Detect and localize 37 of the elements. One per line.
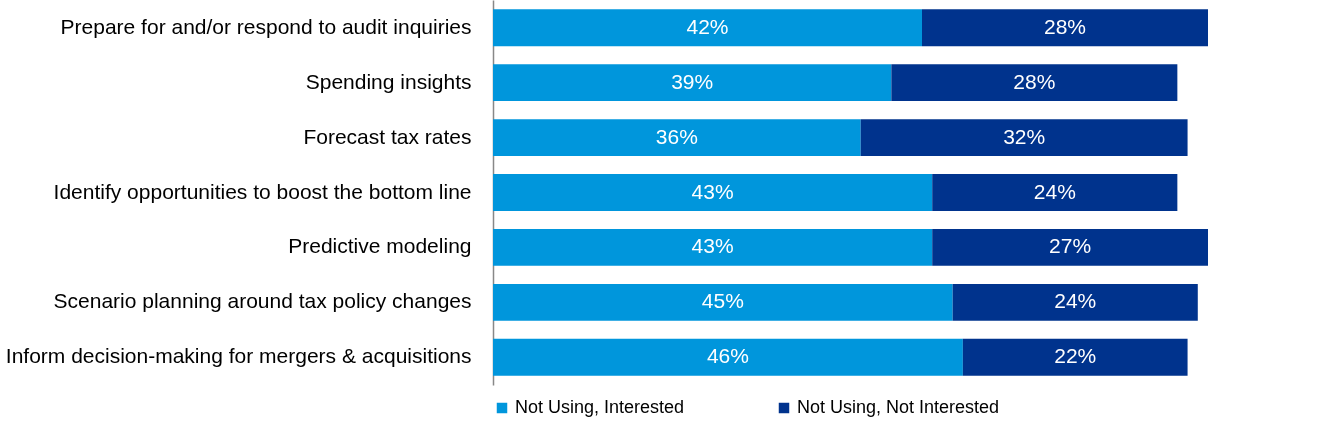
data-label: 24%	[1054, 289, 1097, 313]
bar	[932, 174, 1178, 211]
bar	[493, 64, 892, 102]
bar	[860, 119, 1188, 156]
bar	[493, 9, 922, 47]
data-label: 28%	[1043, 14, 1087, 38]
data-label: 43%	[691, 179, 734, 203]
bar	[922, 9, 1208, 47]
data-label: 43%	[691, 234, 734, 258]
data-label: 46%	[706, 344, 749, 368]
y-tick-label: Inform decision-making for mergers & acquisitions	[5, 344, 472, 368]
legend-label: Not Using, Not Interested	[797, 397, 1000, 417]
y-tick-label: Scenario planning around tax policy changes	[53, 289, 472, 313]
bar	[493, 338, 963, 376]
y-tick-label: Forecast tax rates	[303, 124, 472, 148]
bar	[493, 119, 861, 156]
y-tick-label: Spending insights	[305, 69, 472, 93]
bar	[891, 64, 1178, 102]
y-tick-label: Identify opportunities to boost the bottom line	[53, 179, 472, 203]
data-label: 42%	[686, 14, 729, 38]
bar	[493, 229, 933, 266]
data-label: 36%	[655, 124, 698, 148]
y-tick-label: Predictive modeling	[288, 234, 472, 258]
data-label: 22%	[1054, 344, 1097, 368]
data-label: 39%	[671, 69, 714, 93]
data-label: 24%	[1033, 179, 1076, 203]
data-label: 45%	[701, 289, 744, 313]
bar	[932, 229, 1208, 266]
legend-label: Not Using, Interested	[515, 397, 685, 417]
data-label: 27%	[1049, 234, 1092, 258]
bar	[952, 283, 1198, 321]
data-label: 32%	[1003, 124, 1046, 148]
bar	[493, 174, 933, 211]
bar	[493, 283, 953, 321]
data-label: 28%	[1013, 69, 1056, 93]
bar	[962, 338, 1188, 376]
y-tick-label: Prepare for and/or respond to audit inquiries	[60, 14, 472, 38]
